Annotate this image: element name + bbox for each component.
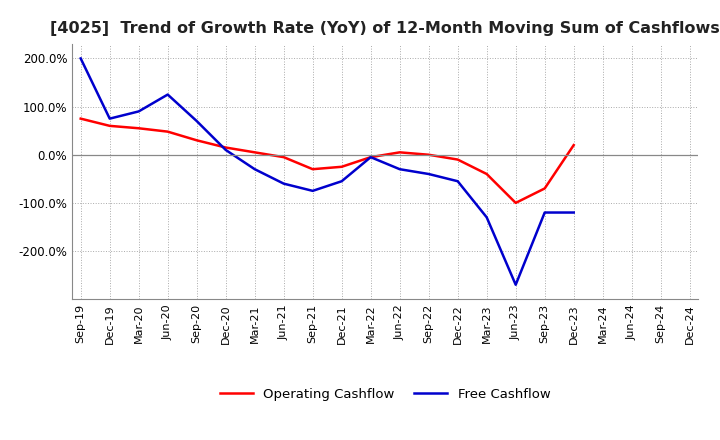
Free Cashflow [192, 118, 201, 124]
Operating Cashflow [251, 150, 259, 155]
Operating Cashflow [482, 171, 491, 176]
Line: Free Cashflow: Free Cashflow [81, 59, 574, 285]
Operating Cashflow [163, 129, 172, 134]
Operating Cashflow [76, 116, 85, 121]
Operating Cashflow [454, 157, 462, 162]
Free Cashflow [424, 171, 433, 176]
Operating Cashflow [135, 126, 143, 131]
Operating Cashflow [541, 186, 549, 191]
Free Cashflow [570, 210, 578, 215]
Free Cashflow [338, 179, 346, 184]
Operating Cashflow [338, 164, 346, 169]
Operating Cashflow [105, 123, 114, 128]
Free Cashflow [395, 167, 404, 172]
Free Cashflow [511, 282, 520, 287]
Operating Cashflow [424, 152, 433, 158]
Free Cashflow [454, 179, 462, 184]
Operating Cashflow [192, 138, 201, 143]
Operating Cashflow [395, 150, 404, 155]
Operating Cashflow [308, 167, 317, 172]
Free Cashflow [135, 109, 143, 114]
Free Cashflow [308, 188, 317, 194]
Operating Cashflow [511, 200, 520, 205]
Free Cashflow [541, 210, 549, 215]
Free Cashflow [163, 92, 172, 97]
Free Cashflow [366, 154, 375, 160]
Free Cashflow [251, 167, 259, 172]
Free Cashflow [76, 56, 85, 61]
Line: Operating Cashflow: Operating Cashflow [81, 119, 574, 203]
Legend: Operating Cashflow, Free Cashflow: Operating Cashflow, Free Cashflow [215, 382, 556, 406]
Title: [4025]  Trend of Growth Rate (YoY) of 12-Month Moving Sum of Cashflows: [4025] Trend of Growth Rate (YoY) of 12-… [50, 21, 720, 36]
Free Cashflow [105, 116, 114, 121]
Operating Cashflow [279, 154, 288, 160]
Operating Cashflow [221, 145, 230, 150]
Free Cashflow [279, 181, 288, 186]
Free Cashflow [221, 147, 230, 153]
Operating Cashflow [570, 143, 578, 148]
Operating Cashflow [366, 154, 375, 160]
Free Cashflow [482, 215, 491, 220]
